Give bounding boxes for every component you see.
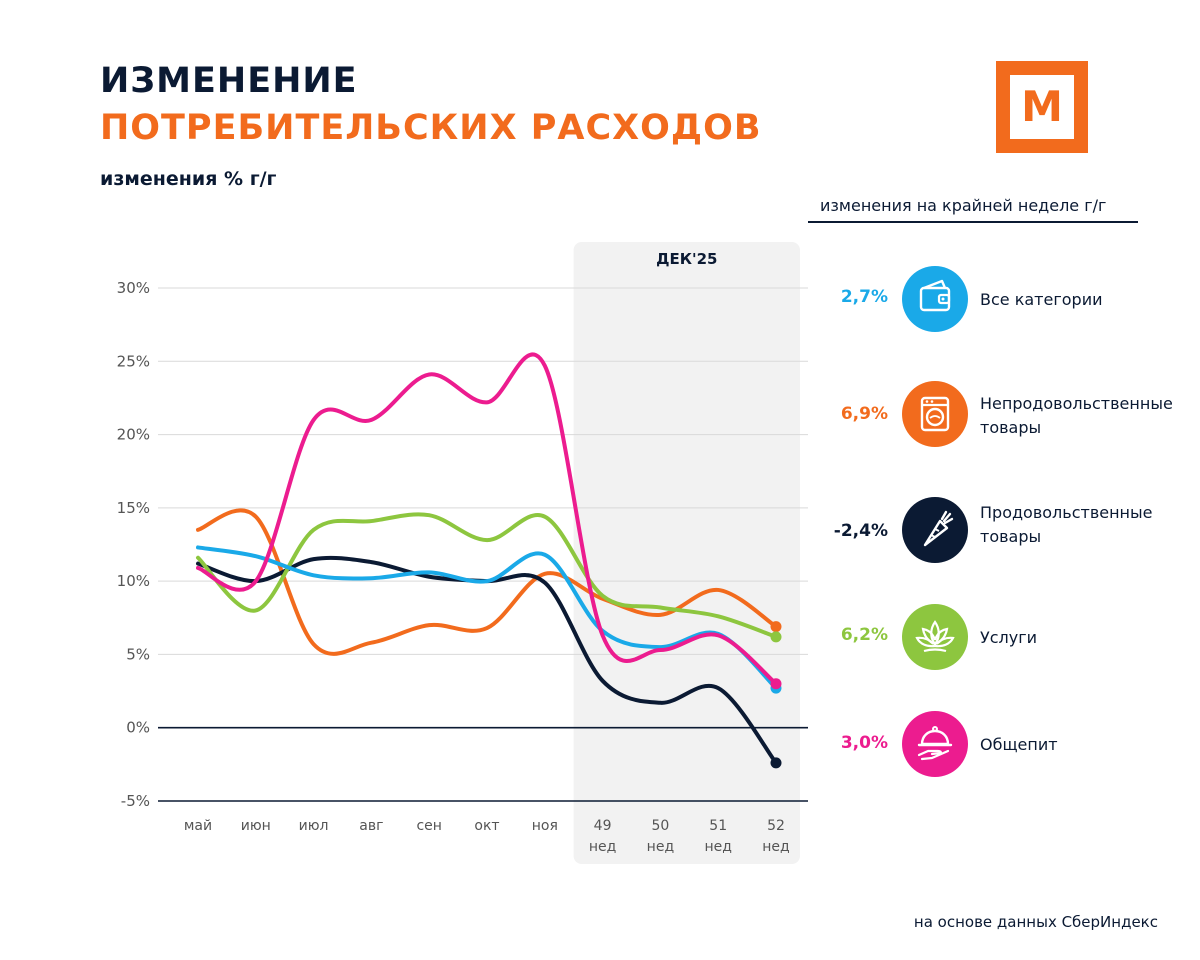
legend-label-all-categories: Все категории xyxy=(980,288,1102,312)
chart-subtitle: изменения % г/г xyxy=(100,168,277,190)
y-tick-label: 20% xyxy=(117,426,150,444)
y-tick-label: 5% xyxy=(126,645,150,663)
brand-logo-letter: М xyxy=(1021,82,1063,131)
washing-machine-icon xyxy=(902,381,968,447)
x-tick-label: 52 xyxy=(767,818,785,834)
brand-logo: М xyxy=(996,61,1088,153)
legend-label-services: Услуги xyxy=(980,626,1037,650)
series-end-point xyxy=(770,757,782,769)
cloche-icon xyxy=(902,711,968,777)
source-footnote: на основе данных СберИндекс xyxy=(913,913,1158,931)
wallet-icon xyxy=(902,266,968,332)
series-line xyxy=(196,545,778,691)
x-tick-label: нед xyxy=(762,839,789,855)
legend-label-catering: Общепит xyxy=(980,733,1058,757)
series-end-point xyxy=(770,678,782,690)
page-title-line2: ПОТРЕБИТЕЛЬСКИХ РАСХОДОВ xyxy=(100,108,762,148)
page-title-line1: ИЗМЕНЕНИЕ xyxy=(100,61,358,101)
y-tick-label: 30% xyxy=(117,279,150,297)
series-line xyxy=(196,512,778,639)
brand-logo-inner: М xyxy=(1010,75,1074,139)
y-tick-label: 15% xyxy=(117,499,150,517)
y-tick-label: -5% xyxy=(121,792,150,810)
x-tick-label: май xyxy=(184,818,212,834)
series-line xyxy=(196,352,778,686)
x-tick-label: нед xyxy=(589,839,616,855)
legend-label-line: Непродовольственные xyxy=(980,394,1173,413)
y-tick-label: 10% xyxy=(117,572,150,590)
y-tick-label: 25% xyxy=(117,352,150,370)
x-tick-label: окт xyxy=(474,818,499,834)
legend-label-line: Услуги xyxy=(980,628,1038,647)
legend-value-nonfood: 6,9% xyxy=(840,404,888,424)
legend-value-catering: 3,0% xyxy=(840,733,888,753)
series-end-point xyxy=(770,631,782,643)
legend-label-line: товары xyxy=(980,418,1042,437)
highlight-label: ДЕК'25 xyxy=(656,250,717,268)
legend-label-food: Продовольственные товары xyxy=(980,501,1153,549)
legend-label-line: Все категории xyxy=(980,290,1103,309)
x-tick-label: июн xyxy=(241,818,271,834)
legend-label-nonfood: Непродовольственные товары xyxy=(980,392,1173,440)
highlight-band xyxy=(573,242,800,864)
x-tick-label: 50 xyxy=(651,818,669,834)
x-tick-label: нед xyxy=(647,839,674,855)
series-line xyxy=(196,555,778,765)
legend-label-line: Общепит xyxy=(980,735,1058,754)
x-tick-label: 51 xyxy=(709,818,727,834)
legend-divider xyxy=(808,221,1138,223)
y-tick-label: 0% xyxy=(126,719,150,737)
x-tick-label: 49 xyxy=(594,818,612,834)
legend-value-services: 6,2% xyxy=(840,625,888,645)
x-tick-label: авг xyxy=(359,818,383,834)
x-tick-label: июл xyxy=(299,818,329,834)
line-chart: ДЕК'25 -5% 0% 5% 10% 15% 20% 25% 30% май июн июл авг… xyxy=(117,242,808,864)
x-tick-label: сен xyxy=(416,818,441,834)
legend-label-line: Продовольственные xyxy=(980,503,1153,522)
x-tick-label: нед xyxy=(704,839,731,855)
legend-value-food: -2,4% xyxy=(833,521,888,541)
legend-value-all-categories: 2,7% xyxy=(840,287,888,307)
legend-label-line: товары xyxy=(980,527,1042,546)
carrot-icon xyxy=(902,497,968,563)
series-end-point xyxy=(770,621,782,633)
x-tick-label: ноя xyxy=(532,818,558,834)
legend-title: изменения на крайней неделе г/г xyxy=(820,196,1107,215)
lotus-icon xyxy=(902,604,968,670)
